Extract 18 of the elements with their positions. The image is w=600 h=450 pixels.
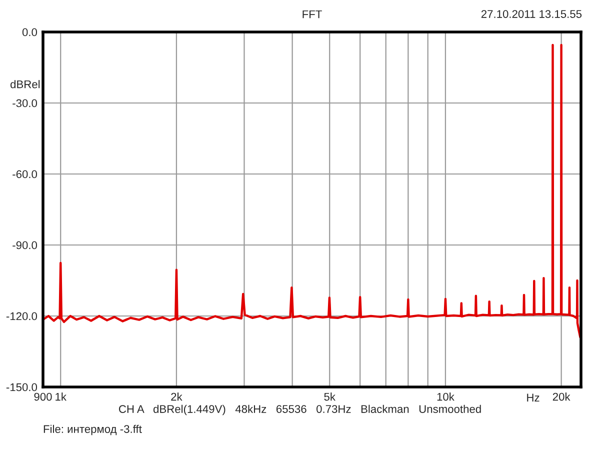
y-tick-label: 0.0 bbox=[22, 28, 38, 36]
x-tick-label: 2k bbox=[171, 392, 182, 401]
text: File: интермод -3.fft bbox=[44, 424, 142, 436]
x-tick-label: 5k bbox=[324, 392, 336, 401]
y-tick-label: -150.0 bbox=[6, 383, 38, 392]
text: CH A dBRel(1.449V) 48kHz 65536 0.73Hz Blackman Unsmoothed bbox=[119, 404, 481, 416]
y-axis-title: dBRel bbox=[10, 80, 40, 88]
y-tick-label: -60.0 bbox=[12, 170, 38, 178]
y-tick-label: -30.0 bbox=[12, 99, 38, 108]
y-tick-label: -120.0 bbox=[6, 312, 38, 320]
text: 27.10.2011 13.15.55 bbox=[481, 10, 582, 18]
y-tick-label: -90.0 bbox=[12, 241, 38, 250]
x-tick-label: 1k bbox=[56, 392, 66, 401]
x-axis-title: Hz bbox=[527, 394, 540, 402]
x-tick-label: 10k bbox=[437, 392, 454, 401]
x-tick-label: 20k bbox=[552, 392, 570, 401]
chart-title: FFT bbox=[302, 10, 322, 18]
x-tick-label: 900 bbox=[34, 392, 52, 401]
